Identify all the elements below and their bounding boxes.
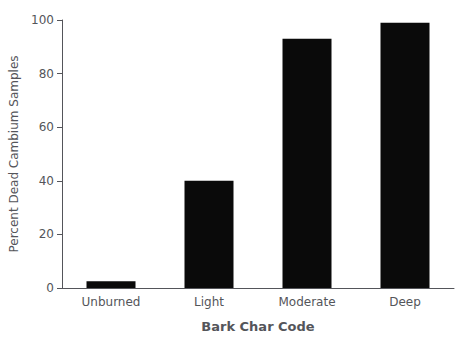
svg-text:Bark Char Code: Bark Char Code (201, 319, 315, 334)
svg-text:Percent Dead Cambium Samples: Percent Dead Cambium Samples (7, 55, 21, 252)
svg-text:Unburned: Unburned (82, 295, 141, 309)
svg-text:Light: Light (194, 295, 224, 309)
svg-text:0: 0 (46, 281, 54, 295)
svg-text:60: 60 (39, 120, 54, 134)
svg-text:40: 40 (39, 174, 54, 188)
svg-text:Moderate: Moderate (278, 295, 335, 309)
svg-text:100: 100 (31, 13, 54, 27)
svg-text:80: 80 (39, 67, 54, 81)
svg-text:20: 20 (39, 227, 54, 241)
svg-text:Deep: Deep (389, 295, 421, 309)
